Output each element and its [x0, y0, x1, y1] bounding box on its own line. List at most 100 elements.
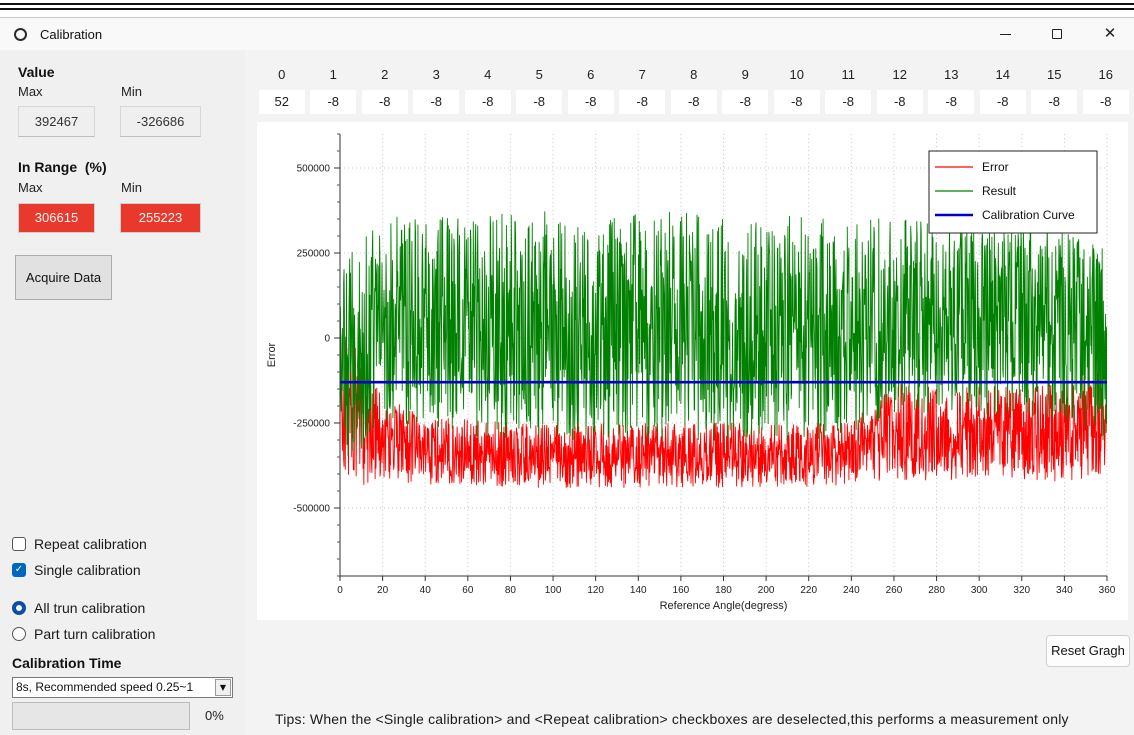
x-tick-label: 120	[587, 585, 604, 596]
legend-label-result: Result	[982, 184, 1017, 198]
y-tick-label: 0	[324, 334, 330, 345]
channel-value-box: -8	[773, 90, 820, 114]
value-min-field: -326686	[120, 106, 201, 137]
divider-line	[0, 3, 1134, 5]
x-tick-label: 20	[377, 585, 389, 596]
series-layer	[340, 211, 1107, 488]
calibration-time-title: Calibration Time	[12, 655, 122, 671]
checkbox-box[interactable]: ✓	[12, 537, 26, 551]
single-calibration-label[interactable]: Single calibration	[34, 562, 141, 578]
channel-index-label: 7	[638, 67, 646, 82]
repeat-calibration-checkbox[interactable]: ✓ Repeat calibration	[12, 535, 212, 553]
x-tick-label: 240	[843, 585, 860, 596]
all-turn-calibration-radio[interactable]: All trun calibration	[12, 599, 212, 617]
all-turn-calibration-label[interactable]: All trun calibration	[34, 600, 146, 616]
in-range-group-title: In Range (%)	[18, 159, 107, 175]
channel-value-box: -8	[567, 90, 614, 114]
x-tick-label: 100	[545, 585, 562, 596]
repeat-calibration-label[interactable]: Repeat calibration	[34, 536, 147, 552]
y-axis-label: Error	[266, 342, 278, 367]
reset-graph-button[interactable]: Reset Gragh	[1046, 635, 1130, 667]
value-group-title: Value	[18, 64, 55, 80]
channel-value-box: -8	[1031, 90, 1078, 114]
channel-column: 8 -8	[668, 66, 720, 114]
x-tick-label: 340	[1056, 585, 1073, 596]
x-tick-label: 260	[886, 585, 903, 596]
channel-column: 4 -8	[462, 66, 514, 114]
chart-svg: 0 20 40 60 80 100 120 140 160 180 200 220 240 260 280 3…	[266, 133, 1116, 612]
channel-column: 9 -8	[720, 66, 772, 114]
close-button[interactable]: ✕	[1087, 18, 1133, 50]
channel-index-label: 15	[1047, 67, 1062, 82]
legend-label-calibration-curve: Calibration Curve	[982, 208, 1075, 222]
channel-index-label: 13	[944, 67, 959, 82]
channel-index-label: 0	[278, 67, 286, 82]
legend-label-error: Error	[982, 160, 1009, 174]
value-max-label: Max	[18, 84, 43, 99]
title-bar[interactable]: Calibration ✕	[0, 17, 1134, 50]
dropdown-arrow-icon[interactable]: ▼	[215, 679, 231, 696]
calibration-time-selected[interactable]: 8s, Recommended speed 0.25~1	[16, 680, 194, 694]
minimize-icon	[1000, 34, 1011, 35]
x-tick-label: 140	[630, 585, 647, 596]
part-turn-calibration-label[interactable]: Part turn calibration	[34, 626, 156, 642]
radio-dot-icon	[16, 605, 22, 611]
channel-offset-table: 0 52 1 -8 2 -8 3 -8 4 -8 5 -8 6 -8 7 -8 8 -8 9 -8 10 -8 11 -8 12…	[256, 66, 1132, 114]
acquire-data-button[interactable]: Acquire Data	[15, 255, 112, 300]
y-tick-label: 500000	[297, 164, 331, 175]
radio-circle[interactable]	[12, 601, 26, 615]
legend: Error Result Calibration Curve	[928, 150, 1098, 234]
channel-index-label: 5	[535, 67, 543, 82]
close-icon: ✕	[1103, 24, 1117, 42]
in-range-min-field: 255223	[120, 203, 201, 233]
progress-label: 0%	[205, 708, 224, 723]
channel-column: 1 -8	[308, 66, 360, 114]
channel-column: 14 -8	[977, 66, 1029, 114]
part-turn-calibration-radio[interactable]: Part turn calibration	[12, 625, 212, 643]
channel-column: 16 -8	[1080, 66, 1132, 114]
channel-index-label: 3	[432, 67, 440, 82]
x-tick-label: 320	[1013, 585, 1030, 596]
minimize-button[interactable]	[982, 18, 1028, 50]
x-tick-label: 220	[800, 585, 817, 596]
y-tick-label: 250000	[297, 249, 331, 260]
channel-index-label: 9	[741, 67, 749, 82]
channel-index-label: 11	[841, 67, 856, 82]
in-range-max-label: Max	[18, 180, 43, 195]
legend-box	[928, 150, 1098, 234]
channel-index-label: 2	[381, 67, 389, 82]
channel-column: 2 -8	[359, 66, 411, 114]
x-tick-label: 40	[420, 585, 432, 596]
channel-column: 0 52	[256, 66, 308, 114]
x-tick-label: 300	[971, 585, 988, 596]
main-panel: 0 52 1 -8 2 -8 3 -8 4 -8 5 -8 6 -8 7 -8 8 -8 9 -8 10 -8 11 -8 12…	[245, 50, 1134, 735]
value-min-label: Min	[121, 84, 142, 99]
radio-circle[interactable]	[12, 627, 26, 641]
y-tick-label: -500000	[293, 504, 330, 515]
checkmark-icon: ✓	[14, 564, 24, 575]
window-title: Calibration	[40, 27, 103, 42]
maximize-icon	[1052, 29, 1062, 39]
channel-value-box: -8	[1082, 90, 1129, 114]
x-tick-label: 200	[758, 585, 775, 596]
checkbox-box[interactable]: ✓	[12, 563, 26, 577]
channel-column: 15 -8	[1029, 66, 1081, 114]
maximize-button[interactable]	[1034, 18, 1080, 50]
channel-column: 11 -8	[823, 66, 875, 114]
channel-value-box: -8	[876, 90, 923, 114]
channel-value-box: -8	[516, 90, 563, 114]
x-tick-label: 60	[462, 585, 474, 596]
value-max-field: 392467	[18, 106, 95, 137]
calibration-time-dropdown[interactable]: 8s, Recommended speed 0.25~1 ▼	[12, 677, 233, 698]
channel-value-box: -8	[979, 90, 1026, 114]
single-calibration-checkbox[interactable]: ✓ Single calibration	[12, 561, 212, 579]
axes: 0 20 40 60 80 100 120 140 160 180 200 220 240 260 280 3…	[293, 133, 1116, 596]
channel-column: 10 -8	[771, 66, 823, 114]
progress-bar	[12, 702, 190, 730]
channel-index-label: 4	[484, 67, 492, 82]
channel-index-label: 12	[892, 67, 907, 82]
channel-value-box: -8	[619, 90, 666, 114]
channel-value-box: -8	[464, 90, 511, 114]
x-axis-label: Reference Angle(degress)	[660, 600, 788, 612]
channel-column: 3 -8	[411, 66, 463, 114]
